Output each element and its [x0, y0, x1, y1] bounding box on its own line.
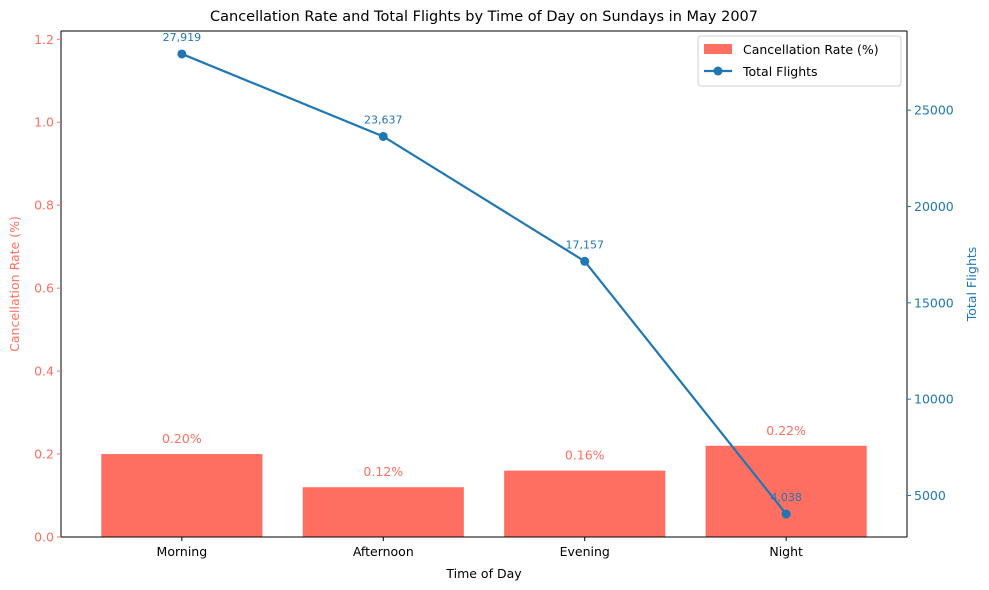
bar-evening [504, 470, 666, 537]
bar-value-label: 0.12% [363, 464, 403, 479]
legend-box [697, 35, 902, 87]
x-tick-label: Night [769, 544, 803, 559]
legend-label-total-flights: Total Flights [742, 64, 818, 79]
total-flights-point [781, 509, 791, 519]
line-value-label: 4,038 [770, 491, 802, 504]
chart-title: Cancellation Rate and Total Flights by T… [210, 9, 758, 25]
bar-value-label: 0.16% [565, 448, 605, 463]
plot-area: 0.20% 0.12% 0.16% 0.22% 27,919 23,637 17,157 4,… [101, 31, 867, 537]
left-y-tick-label: 1.2 [34, 32, 54, 47]
left-y-tick-label: 0.4 [34, 364, 54, 379]
left-y-tick-label: 0.6 [34, 281, 54, 296]
x-tick-label: Afternoon [353, 544, 414, 559]
legend: Cancellation Rate (%) Total Flights [697, 35, 902, 87]
left-y-tick-label: 0.8 [34, 198, 54, 213]
line-value-label: 27,919 [163, 31, 202, 44]
total-flights-point [378, 131, 388, 141]
legend-swatch-marker [713, 66, 723, 76]
left-y-axis-label: Cancellation Rate (%) [7, 216, 22, 352]
bar-night [705, 445, 867, 537]
left-y-tick-label: 0.0 [34, 530, 54, 545]
left-y-tick-label: 0.2 [34, 447, 54, 462]
legend-label-cancellation-rate: Cancellation Rate (%) [743, 42, 879, 57]
legend-swatch-bar [704, 44, 732, 54]
total-flights-point [177, 49, 187, 59]
left-y-tick-label: 1.0 [34, 115, 54, 130]
axes: 0.0 0.2 0.4 0.6 0.8 1.0 1.2 5000 10000 15000 20000… [7, 30, 979, 559]
total-flights-line [181, 52, 788, 515]
x-tick-label: Evening [560, 544, 610, 559]
bar-value-label: 0.22% [766, 423, 806, 438]
right-y-axis-label: Total Flights [964, 247, 979, 323]
line-value-label: 23,637 [364, 113, 403, 126]
right-y-tick-label: 20000 [914, 199, 954, 214]
total-flights-point [580, 256, 590, 266]
right-y-tick-label: 15000 [914, 295, 954, 310]
bar-afternoon [302, 487, 464, 537]
right-y-tick-label: 25000 [914, 103, 954, 118]
line-value-label: 17,157 [565, 238, 604, 251]
right-y-tick-label: 10000 [914, 392, 954, 407]
x-tick-label: Morning [157, 544, 208, 559]
x-axis-label: Time of Day [445, 566, 522, 581]
bar-morning [101, 454, 263, 537]
bar-value-label: 0.20% [162, 431, 202, 446]
right-y-tick-label: 5000 [914, 488, 946, 503]
